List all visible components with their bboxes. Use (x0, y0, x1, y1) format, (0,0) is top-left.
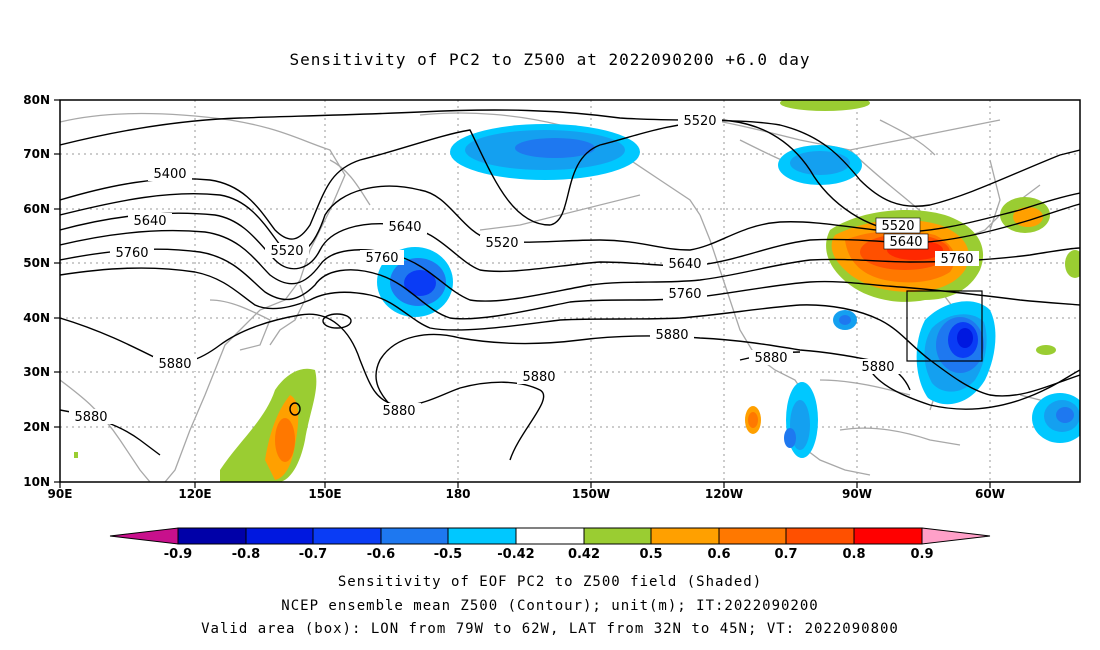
contour-label: 5880 (655, 328, 688, 343)
contour-label: 5760 (668, 287, 701, 302)
colorbar-cell (785, 527, 855, 545)
colorbar-under-arrow (109, 527, 179, 545)
contour-label: 5640 (133, 214, 166, 229)
colorbar-label: 0.9 (910, 547, 933, 560)
colorbar (109, 527, 991, 545)
lon-label: 60W (975, 487, 1005, 501)
caption-valid-area: Valid area (box): LON from 79W to 62W, L… (201, 621, 899, 637)
lat-label: 60N (23, 202, 50, 216)
colorbar-label: -0.42 (497, 547, 534, 560)
caption-contour: NCEP ensemble mean Z500 (Contour); unit(… (281, 598, 819, 614)
lon-label: 120W (705, 487, 743, 501)
colorbar-label: 0.7 (774, 547, 797, 560)
lat-label: 70N (23, 147, 50, 161)
contour-label: 5880 (754, 351, 787, 366)
colorbar-cell (853, 527, 923, 545)
lon-labels: 90E 120E 150E 180 150W 120W 90W 60W (48, 487, 1005, 501)
colorbar-cell (515, 527, 585, 545)
lon-label: 150E (308, 487, 341, 501)
lon-label: 150W (572, 487, 610, 501)
contour-label: 5520 (485, 236, 518, 251)
colorbar-cell (177, 527, 247, 545)
contour-label: 5640 (388, 220, 421, 235)
colorbar-cell (380, 527, 449, 545)
axis-ticks (54, 99, 991, 488)
colorbar-label: -0.8 (232, 547, 260, 560)
colorbar-cell (245, 527, 314, 545)
colorbar-cell (718, 527, 787, 545)
contour-label: 5880 (74, 410, 107, 425)
map-frame (59, 99, 1081, 483)
contour-label: 5760 (940, 252, 973, 267)
lon-label: 90E (48, 487, 73, 501)
lat-label: 40N (23, 311, 50, 325)
colorbar-label: 0.5 (639, 547, 662, 560)
page-title: Sensitivity of PC2 to Z500 at 2022090200… (289, 50, 811, 69)
contour-label-group: 5520 5400 5640 5520 5760 5640 5760 5520 … (69, 113, 979, 425)
contour-label: 5880 (382, 404, 415, 419)
colorbar-label: -0.5 (434, 547, 462, 560)
colorbar-labels: -0.9 -0.8 -0.7 -0.6 -0.5 -0.42 0.42 0.5 … (164, 547, 934, 560)
contour-label: 5760 (365, 251, 398, 266)
contour-label: 5880 (522, 370, 555, 385)
lat-label: 20N (23, 420, 50, 434)
lat-label: 30N (23, 365, 50, 379)
colorbar-label: 0.6 (707, 547, 730, 560)
lon-label: 180 (445, 487, 470, 501)
colorbar-cell (312, 527, 382, 545)
colorbar-label: -0.7 (299, 547, 327, 560)
colorbar-label: 0.8 (842, 547, 865, 560)
colorbar-over-arrow (921, 527, 991, 545)
colorbar-label: 0.42 (568, 547, 600, 560)
shaded-sensitivity (74, 100, 1080, 482)
contour-label: 5400 (153, 167, 186, 182)
contour-label: 5880 (158, 357, 191, 372)
lat-label: 80N (23, 93, 50, 107)
colorbar-label: -0.6 (367, 547, 395, 560)
colorbar-cell (447, 527, 517, 545)
contour-label: 5520 (683, 114, 716, 129)
colorbar-cell (650, 527, 720, 545)
caption-shaded: Sensitivity of EOF PC2 to Z500 field (Sh… (337, 574, 763, 590)
lon-label: 120E (178, 487, 211, 501)
valid-area-box (906, 290, 983, 362)
contour-label: 5640 (668, 257, 701, 272)
lat-label: 10N (23, 475, 50, 489)
sensitivity-map: 5520 5400 5640 5520 5760 5640 5760 5520 … (23, 93, 1081, 560)
lat-label: 50N (23, 256, 50, 270)
contour-label: 5760 (115, 246, 148, 261)
contour-label: 5640 (889, 235, 922, 250)
contour-label: 5520 (881, 219, 914, 234)
contour-label: 5520 (270, 244, 303, 259)
colorbar-cell (583, 527, 652, 545)
lon-label: 90W (842, 487, 872, 501)
lat-labels: 80N 70N 60N 50N 40N 30N 20N 10N (23, 93, 50, 489)
colorbar-label: -0.9 (164, 547, 192, 560)
contour-label: 5880 (861, 360, 894, 375)
